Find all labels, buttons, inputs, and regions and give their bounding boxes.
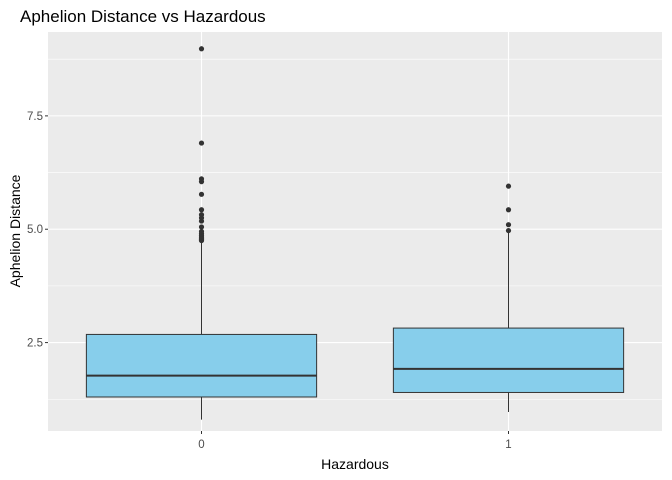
outlier-point <box>505 227 512 234</box>
y-tick-label: 7.5 <box>27 111 43 123</box>
outlier-point <box>505 222 512 228</box>
box-iqr <box>392 327 625 393</box>
outlier-point <box>198 191 205 197</box>
x-axis-title: Hazardous <box>321 456 389 472</box>
outlier-point <box>505 183 512 189</box>
box-iqr <box>85 333 318 398</box>
x-tick-label: 1 <box>505 439 511 451</box>
outlier-point <box>198 46 205 52</box>
boxes-layer <box>85 46 625 420</box>
y-axis: 2.5 5.0 7.5 <box>27 111 48 350</box>
outlier-point <box>505 207 512 213</box>
outlier-point <box>198 212 205 218</box>
outlier-point <box>198 176 205 182</box>
chart-title: Aphelion Distance vs Hazardous <box>20 7 266 26</box>
y-tick-label: 2.5 <box>27 338 43 350</box>
y-tick-label: 5.0 <box>27 224 43 236</box>
y-axis-title: Aphelion Distance <box>7 174 23 287</box>
box-group <box>85 46 318 420</box>
outlier-point <box>198 140 205 146</box>
outlier-point <box>198 228 205 235</box>
x-tick-label: 0 <box>198 439 204 451</box>
box-group <box>392 183 625 412</box>
minor-gridlines <box>48 58 662 400</box>
outlier-point <box>198 224 205 230</box>
outlier-point <box>198 207 205 213</box>
